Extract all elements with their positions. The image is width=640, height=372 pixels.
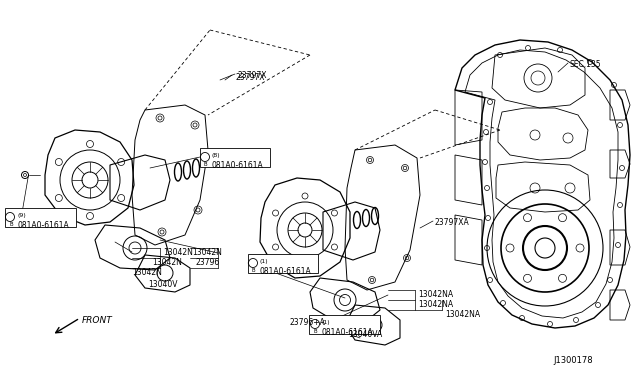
Text: 13042N: 13042N: [132, 268, 162, 277]
Text: 13040V: 13040V: [148, 280, 177, 289]
Text: 13042NA: 13042NA: [418, 300, 453, 309]
Text: 081A0-6161A: 081A0-6161A: [212, 161, 264, 170]
Text: B: B: [314, 329, 317, 334]
Text: 13042N: 13042N: [192, 248, 222, 257]
FancyBboxPatch shape: [4, 208, 76, 227]
Text: 23797X: 23797X: [235, 73, 264, 82]
FancyBboxPatch shape: [200, 148, 271, 167]
Text: 081A0-6161A: 081A0-6161A: [260, 267, 312, 276]
Text: 13042NA: 13042NA: [445, 310, 480, 319]
Text: 13042NA: 13042NA: [418, 290, 453, 299]
FancyBboxPatch shape: [248, 253, 319, 273]
Text: (9): (9): [17, 213, 26, 218]
Text: (8): (8): [212, 153, 221, 158]
Text: (1): (1): [260, 259, 269, 264]
Text: B: B: [9, 222, 13, 227]
FancyBboxPatch shape: [310, 314, 381, 334]
Text: 23796+A: 23796+A: [290, 318, 326, 327]
Text: 13040VA: 13040VA: [348, 330, 382, 339]
Text: FRONT: FRONT: [82, 316, 113, 325]
Text: (1): (1): [322, 320, 331, 325]
Text: 23797XA: 23797XA: [435, 218, 470, 227]
Text: SEC.135: SEC.135: [570, 60, 602, 69]
Text: 13042N: 13042N: [163, 248, 193, 257]
Text: B: B: [252, 268, 255, 273]
Text: 081A0-6161A: 081A0-6161A: [322, 328, 374, 337]
Text: 23796: 23796: [195, 258, 220, 267]
Text: 23797X: 23797X: [237, 71, 266, 80]
Text: B: B: [204, 162, 207, 167]
Text: 13042N: 13042N: [152, 258, 182, 267]
Text: 081A0-6161A: 081A0-6161A: [17, 221, 68, 230]
Text: J1300178: J1300178: [553, 356, 593, 365]
